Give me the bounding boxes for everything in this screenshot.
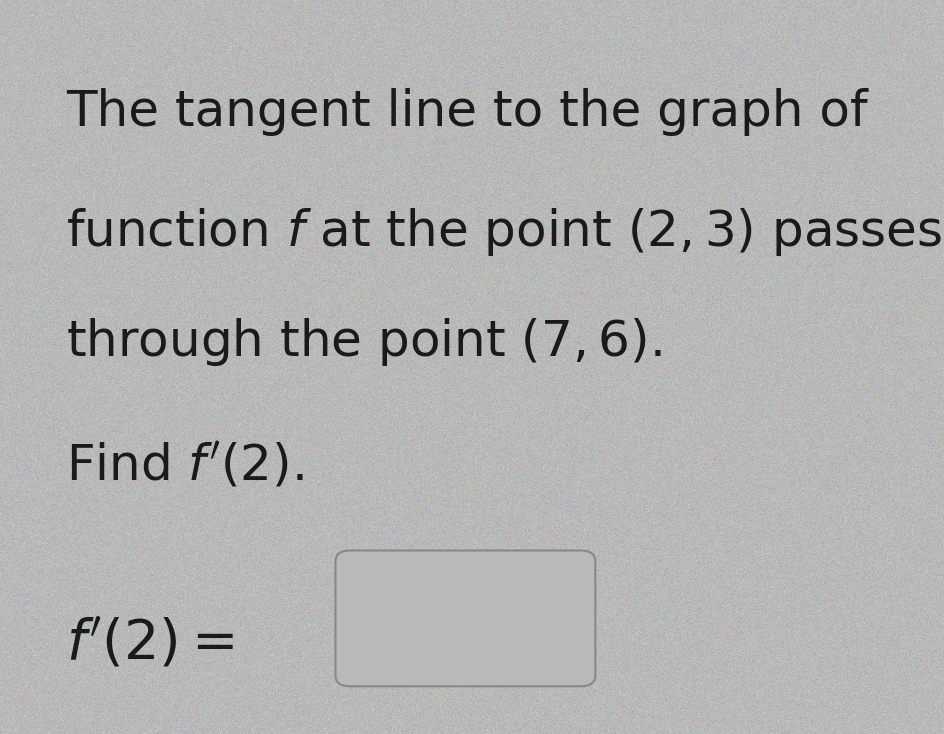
Text: The tangent line to the graph of: The tangent line to the graph of [66,88,867,136]
Text: $f'(2) =$: $f'(2) =$ [66,617,234,671]
FancyBboxPatch shape [335,550,595,686]
Text: through the point $\left(7,6\right)$.: through the point $\left(7,6\right)$. [66,316,661,368]
Text: Find $f'(2)$.: Find $f'(2)$. [66,440,303,490]
Text: function $f$ at the point $\left(2,3\right)$ passes: function $f$ at the point $\left(2,3\rig… [66,206,941,258]
